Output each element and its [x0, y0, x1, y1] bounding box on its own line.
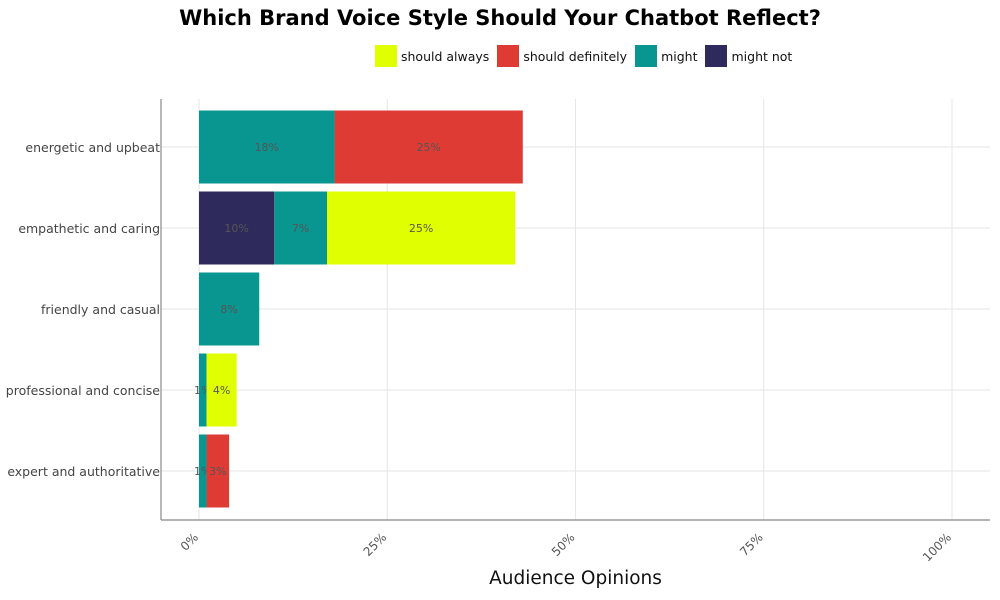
- bar-might-2: [199, 272, 260, 346]
- legend-item-might-not: might not: [705, 45, 792, 67]
- category-label-0: energetic and upbeat: [25, 140, 160, 155]
- legend-item-should-always: should always: [375, 45, 489, 67]
- legend-swatch-might: [635, 45, 658, 67]
- x-tick-label-1: 25%: [361, 530, 390, 559]
- legend: should always should definitely might might…: [375, 45, 800, 67]
- legend-label-might-not: might not: [731, 48, 793, 64]
- bar-label-should-always-3: 4%: [213, 384, 230, 397]
- bar-label-should-always-1: 25%: [409, 222, 433, 235]
- x-tick-label-3: 75%: [737, 530, 766, 559]
- category-label-1: empathetic and caring: [18, 221, 160, 236]
- bar-label-should-definitely-4: 3%: [209, 465, 226, 478]
- bar-should-definitely-0: [334, 110, 523, 184]
- bar-should-always-3: [206, 353, 237, 427]
- bar-label-should-definitely-0: 25%: [416, 141, 440, 154]
- x-tick-label-0: 0%: [178, 530, 201, 553]
- category-label-3: professional and concise: [6, 383, 161, 398]
- chart-title: Which Brand Voice Style Should Your Chat…: [179, 6, 821, 30]
- x-axis-label: Audience Opinions: [489, 568, 662, 589]
- bar-label-might-not-1: 10%: [224, 222, 248, 235]
- x-tick-label-4: 100%: [920, 530, 954, 564]
- legend-label-should-definitely: should definitely: [523, 48, 628, 64]
- legend-swatch-should-definitely: [497, 45, 520, 67]
- legend-item-should-definitely: should definitely: [497, 45, 627, 67]
- legend-label-might: might: [661, 48, 698, 64]
- legend-item-might: might: [635, 45, 697, 67]
- legend-swatch-should-always: [375, 45, 397, 67]
- bar-label-might-2: 8%: [220, 303, 237, 316]
- legend-swatch-might-not: [705, 45, 728, 67]
- category-label-2: friendly and casual: [41, 302, 160, 317]
- bar-might-0: [199, 110, 335, 184]
- bar-might-3: [199, 353, 207, 427]
- legend-label-should-always: should always: [401, 48, 490, 64]
- x-tick-label-2: 50%: [549, 530, 578, 559]
- bar-might-1: [274, 191, 328, 265]
- bar-might-4: [199, 434, 207, 508]
- bar-label-might-0: 18%: [255, 141, 279, 154]
- bar-should-always-1: [327, 191, 516, 265]
- bar-should-definitely-4: [206, 434, 230, 508]
- bar-label-might-1: 7%: [292, 222, 309, 235]
- bar-might-not-1: [199, 191, 275, 265]
- category-label-4: expert and authoritative: [7, 464, 160, 479]
